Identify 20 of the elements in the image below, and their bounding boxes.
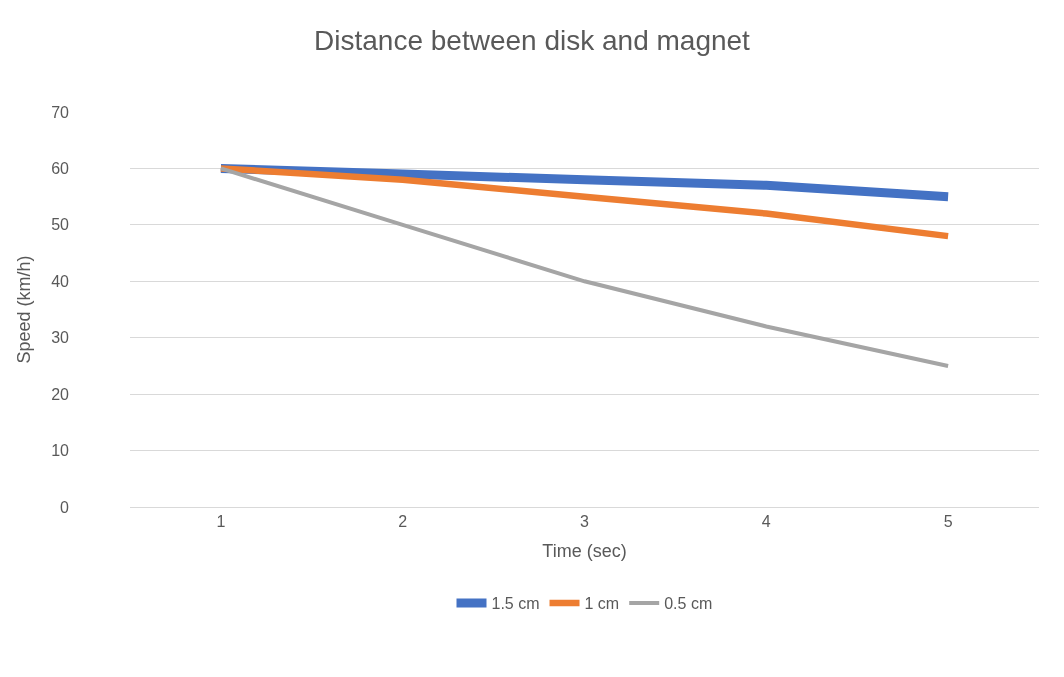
x-tick-label: 1	[216, 513, 226, 531]
x-tick-label: 4	[761, 513, 771, 531]
legend-label: 1.5 cm	[491, 595, 540, 613]
y-tick-label: 40	[51, 272, 70, 290]
y-tick-label: 0	[60, 498, 70, 516]
y-tick-label: 10	[51, 442, 70, 460]
legend-label: 1 cm	[584, 595, 620, 613]
y-tick-label: 20	[51, 385, 70, 403]
x-axis-title: Time (sec)	[542, 541, 627, 562]
legend-label: 0.5 cm	[664, 595, 713, 613]
x-tick-label: 2	[398, 513, 408, 531]
y-tick-label: 70	[51, 103, 70, 121]
y-tick-label: 50	[51, 216, 70, 234]
line-series	[218, 166, 951, 368]
chart-title: Distance between disk and magnet	[314, 25, 751, 57]
x-tick-label: 5	[943, 513, 953, 531]
y-tick-label: 30	[51, 329, 70, 347]
y-axis-title: Speed (km/h)	[14, 255, 35, 364]
x-tick-label: 3	[580, 513, 590, 531]
y-tick-label: 60	[51, 160, 70, 178]
